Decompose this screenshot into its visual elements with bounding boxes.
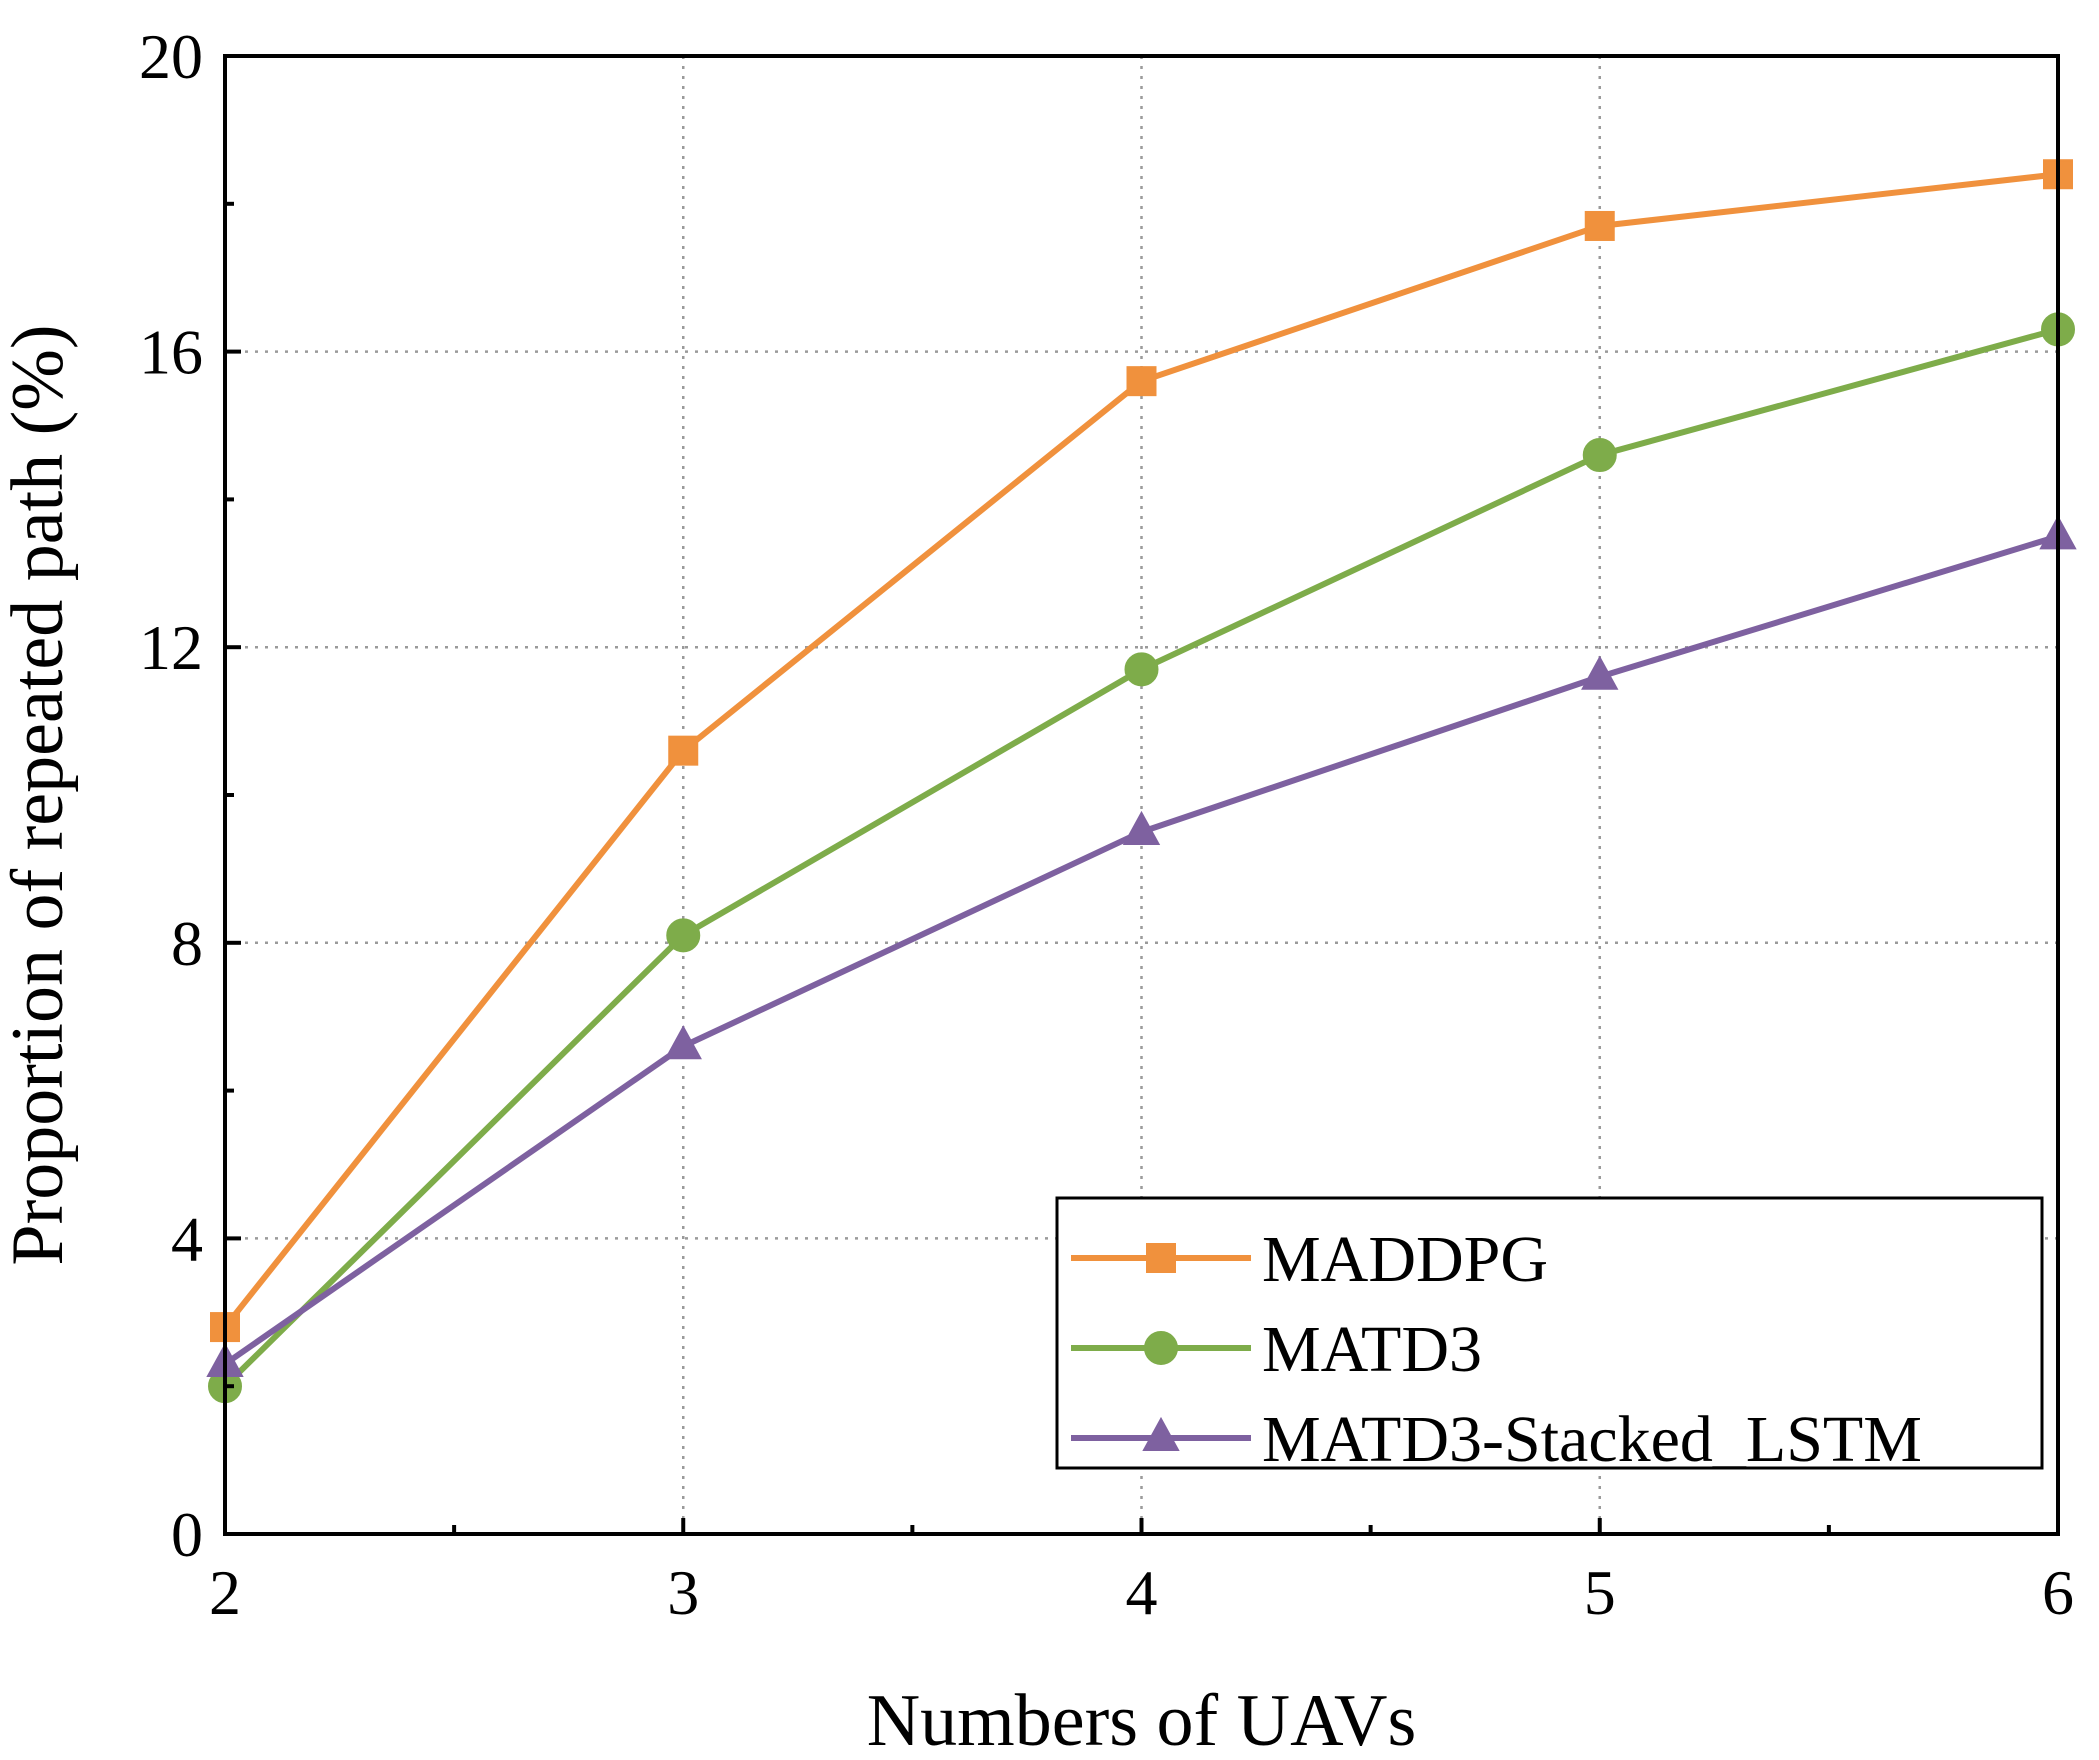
data-point	[1582, 438, 1617, 473]
y-tick-label: 20	[139, 21, 203, 92]
series-maddpg	[210, 159, 2073, 1343]
x-tick-label: 6	[2042, 1557, 2074, 1628]
legend-label: MADDPG	[1262, 1223, 1548, 1296]
y-axis-title: Proportion of repeated path (%)	[0, 324, 79, 1265]
y-tick-label: 4	[171, 1203, 203, 1274]
x-tick-label: 4	[1126, 1557, 1158, 1628]
data-point	[664, 1025, 702, 1060]
data-point	[1126, 366, 1157, 397]
data-point	[666, 918, 701, 953]
y-tick-label: 16	[139, 317, 203, 388]
x-tick-label: 2	[209, 1557, 241, 1628]
legend-item: MATD3	[1071, 1313, 1482, 1386]
legend-item: MATD3-Stacked_LSTM	[1071, 1403, 1922, 1476]
data-point	[1584, 210, 1615, 241]
legend-items: MADDPG MATD3 MATD3-Stacked_LSTM	[1071, 1223, 1922, 1476]
legend-marker-circle	[1144, 1331, 1178, 1365]
y-tick-label: 0	[171, 1499, 203, 1570]
legend: MADDPG MATD3 MATD3-Stacked_LSTM	[1055, 1196, 2044, 1476]
axis-ticks	[223, 54, 2060, 1536]
legend-label: MATD3-Stacked_LSTM	[1262, 1403, 1922, 1476]
y-tick-label: 8	[171, 908, 203, 979]
legend-box	[1055, 1196, 2044, 1470]
data-point	[1124, 652, 1159, 687]
series-layer	[206, 159, 2077, 1404]
data-point	[668, 735, 699, 766]
x-tick-label: 3	[667, 1557, 699, 1628]
y-tick-label: 12	[139, 612, 203, 683]
tick-labels: 0 4 8 12 16 20 2 3 4 5 6	[139, 21, 2074, 1628]
legend-marker-triangle	[1142, 1416, 1180, 1451]
x-axis-title: Numbers of UAVs	[867, 1680, 1417, 1760]
data-point	[1122, 810, 1161, 845]
legend-marker-square	[1146, 1243, 1176, 1273]
x-tick-label: 5	[1584, 1557, 1616, 1628]
data-point	[1581, 655, 1619, 690]
legend-label: MATD3	[1262, 1313, 1482, 1386]
legend-item: MADDPG	[1071, 1223, 1548, 1296]
